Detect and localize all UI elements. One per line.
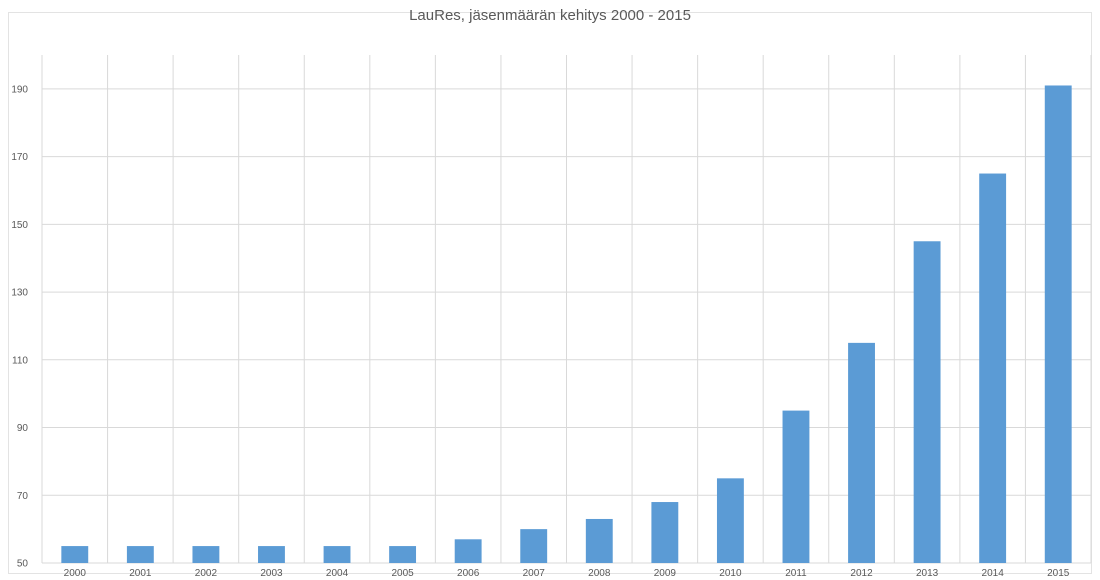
bar-2011 <box>782 410 810 563</box>
x-tick-label: 2014 <box>982 568 1005 579</box>
x-tick-label: 2004 <box>326 568 349 579</box>
bar-2005 <box>389 546 417 563</box>
bar-2008 <box>585 518 613 563</box>
bar-2006 <box>454 539 482 563</box>
y-tick-label: 70 <box>17 491 29 502</box>
bar-2001 <box>126 546 154 563</box>
x-tick-label: 2006 <box>457 568 480 579</box>
y-tick-label: 170 <box>11 152 28 163</box>
x-tick-label: 2011 <box>785 568 807 579</box>
bar-2003 <box>258 546 285 563</box>
bar-layer <box>61 85 1072 564</box>
x-tick-label: 2009 <box>654 568 677 579</box>
x-tick-label: 2012 <box>850 568 873 579</box>
x-tick-label: 2013 <box>916 568 939 579</box>
chart-title: LauRes, jäsenmäärän kehitys 2000 - 2015 <box>409 7 691 24</box>
y-tick-label: 110 <box>12 355 28 366</box>
x-tick-label: 2008 <box>588 568 611 579</box>
x-tick-label: 2003 <box>260 568 283 579</box>
x-tick-label: 2000 <box>64 568 87 579</box>
x-tick-label: 2010 <box>719 568 742 579</box>
chart-frame <box>8 12 1092 574</box>
x-tick-label: 2001 <box>129 568 152 579</box>
bar-2002 <box>192 546 220 563</box>
grid-layer <box>41 55 1092 564</box>
y-tick-label: 190 <box>11 84 28 95</box>
bar-2010 <box>716 478 744 563</box>
bar-2004 <box>323 546 351 563</box>
x-tick-label: 2002 <box>195 568 218 579</box>
bar-2009 <box>651 502 679 563</box>
x-tick-label: 2007 <box>523 568 546 579</box>
x-tick-label: 2015 <box>1047 568 1070 579</box>
x-tick-label: 2005 <box>391 568 414 579</box>
bar-2014 <box>979 173 1007 564</box>
bar-2000 <box>61 546 89 563</box>
label-layer: 50 70 90 110 130 150 170 190 2000 2001 2002 2003 200… <box>11 84 1069 579</box>
bar-2007 <box>520 529 548 563</box>
bar-2012 <box>848 342 875 563</box>
y-tick-label: 90 <box>17 423 29 434</box>
bar-2013 <box>913 241 941 563</box>
y-tick-label: 150 <box>11 220 28 231</box>
y-tick-label: 130 <box>11 288 28 299</box>
y-tick-label: 50 <box>17 559 29 570</box>
bar-2015 <box>1044 85 1072 563</box>
